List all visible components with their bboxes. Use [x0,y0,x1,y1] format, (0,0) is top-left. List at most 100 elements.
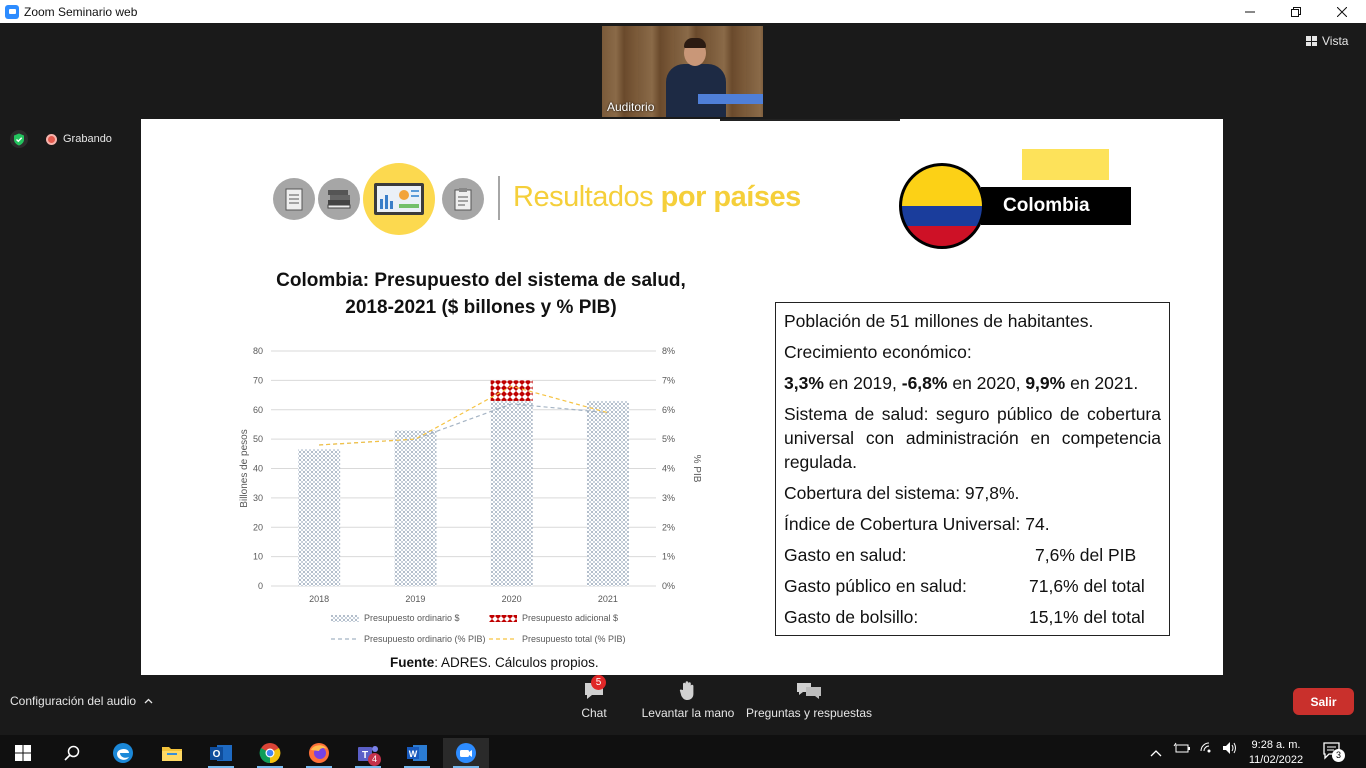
chevron-up-icon [144,698,153,704]
security-shield-icon[interactable] [10,130,28,148]
svg-text:T: T [362,750,368,761]
y-axis-title: Billones de pesos [239,429,250,507]
country-label: Colombia [1003,195,1090,216]
participant-video-thumbnail[interactable]: Auditorio [602,26,763,117]
edge-icon [113,743,133,763]
raise-hand-icon [679,681,694,700]
y2-tick-label: 1% [662,552,675,562]
y-tick-label: 60 [253,405,263,415]
raise-hand-label: Levantar la mano [641,706,735,720]
chevron-up-icon [1150,750,1162,757]
y2-tick-label: 8% [662,346,675,356]
legend-label: Presupuesto ordinario (% PIB) [364,634,486,644]
bar-ordinario [586,400,629,586]
wifi-icon [1200,742,1211,753]
analytics-dashboard-icon [363,163,435,235]
line-total-pib [319,385,609,446]
firefox-app[interactable] [296,738,342,768]
minimize-icon [1245,11,1255,12]
status-row: Grabando [10,129,118,149]
x-tick-label: 2019 [405,594,425,604]
restore-button[interactable] [1273,0,1319,23]
recording-label: Grabando [63,133,112,145]
edge-app[interactable] [100,738,146,768]
qa-label: Preguntas y respuestas [745,706,873,720]
audio-settings-button[interactable]: Configuración del audio [10,694,153,708]
volume-tray[interactable] [1222,741,1238,760]
grid-view-icon [1306,36,1317,46]
bar-ordinario [490,400,533,586]
windows-start-icon [15,745,31,761]
zoom-app[interactable] [443,738,489,768]
qa-icon [797,683,821,699]
search-button[interactable] [49,738,95,768]
legend-label: Presupuesto total (% PIB) [522,634,626,644]
close-window-button[interactable] [1319,0,1365,23]
leave-button[interactable]: Salir [1293,688,1354,715]
coverage-text: Cobertura del sistema: 97,8%. [784,483,1020,503]
chrome-app[interactable] [247,738,293,768]
y2-tick-label: 0% [662,581,675,591]
y-tick-label: 80 [253,346,263,356]
recording-indicator[interactable]: Grabando [36,129,118,149]
recording-dot-icon [46,133,57,145]
word-app[interactable]: W [394,738,440,768]
document-icon [273,178,315,220]
minimize-button[interactable] [1227,0,1273,23]
clock-date: 11/02/2022 [1248,754,1304,766]
clock-time: 9:28 a. m. [1251,739,1301,751]
chart-title: Colombia: Presupuesto del sistema de sal… [276,270,686,318]
clock[interactable]: 9:28 a. m. 11/02/2022 [1244,738,1308,768]
search-icon [64,745,80,761]
view-button[interactable]: Vista [1306,34,1348,48]
growth-values: 3,3% en 2019, -6,8% en 2020, 9,9% en 202… [784,373,1139,393]
chat-badge: 5 [591,675,606,690]
teams-badge: 4 [368,753,381,766]
start-button[interactable] [0,738,46,768]
folder-icon [162,747,182,761]
x-tick-label: 2020 [502,594,522,604]
books-icon [318,178,360,220]
x-tick-label: 2018 [309,594,329,604]
health-spending-row: Gasto en salud: 7,6% del PIB [784,545,1137,565]
show-hidden-icons-button[interactable] [1150,744,1162,762]
chrome-icon [259,743,281,764]
chat-button[interactable]: 5 Chat [578,675,610,720]
source-note: Fuente: ADRES. Cálculos propios. [390,655,599,670]
audio-settings-label: Configuración del audio [10,694,137,708]
y-tick-label: 50 [253,434,263,444]
bar-adicional [490,380,533,401]
view-label: Vista [1322,34,1349,48]
close-icon [1337,6,1347,17]
y-tick-label: 30 [253,493,263,503]
svg-text:W: W [409,749,418,759]
y2-tick-label: 2% [662,522,675,532]
battery-tray[interactable] [1173,742,1191,761]
file-explorer-app[interactable] [149,738,195,768]
teams-app[interactable]: T 4 [345,738,391,768]
network-tray[interactable] [1199,741,1215,760]
shared-screen-slide: Resultados por países Colombia Colombia:… [141,119,1223,675]
public-spending-row: Gasto público en salud: 71,6% del total [784,576,1145,596]
outlook-app[interactable]: O [198,738,244,768]
legend-label: Presupuesto ordinario $ [364,613,460,623]
raise-hand-button[interactable]: Levantar la mano [638,680,738,720]
battery-icon [1173,742,1190,753]
y2-axis-title: % PIB [691,455,702,483]
slide-heading: Resultados por países [513,181,801,213]
y2-tick-label: 7% [662,375,675,385]
country-banner [981,187,1131,225]
y2-tick-label: 3% [662,493,675,503]
colombia-flag-icon [899,163,985,249]
x-tick-label: 2021 [598,594,618,604]
y2-tick-label: 4% [662,464,675,474]
legend-swatch [489,615,517,622]
growth-heading: Crecimiento económico: [784,342,972,362]
qa-button[interactable]: Preguntas y respuestas [745,680,873,720]
zoom-app-icon [5,4,19,19]
notifications-button[interactable]: 3 [1322,740,1345,767]
health-system-text: Sistema de salud: seguro público de cobe… [784,404,1161,472]
chat-label: Chat [581,706,607,720]
legend-swatch [331,615,359,622]
line-ordinario-pib [319,403,608,446]
